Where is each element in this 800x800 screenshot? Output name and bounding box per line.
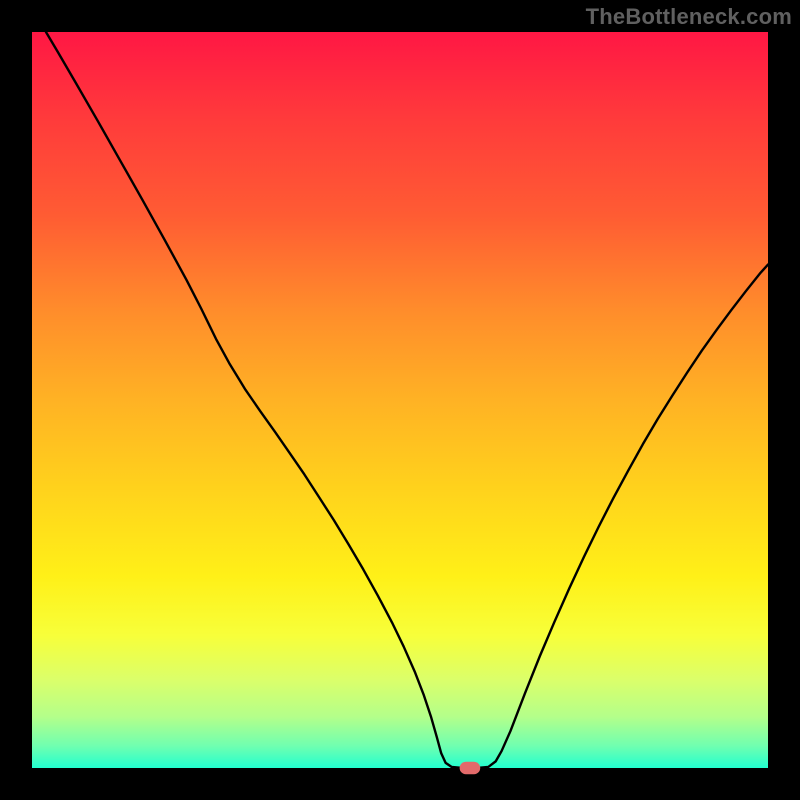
watermark-text: TheBottleneck.com [586,4,792,30]
chart-container: TheBottleneck.com [0,0,800,800]
plot-background [32,32,768,768]
bottleneck-chart [0,0,800,800]
optimal-marker [460,762,481,775]
